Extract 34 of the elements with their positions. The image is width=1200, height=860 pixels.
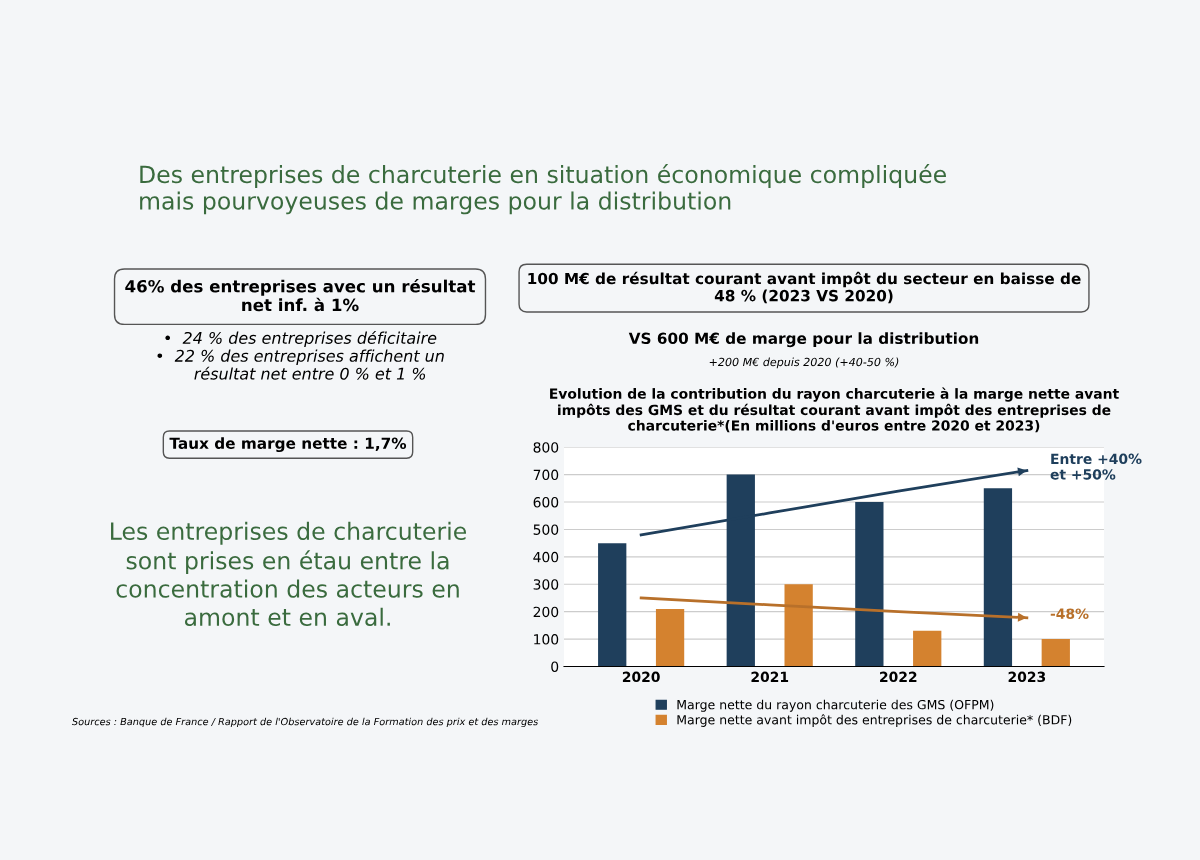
y-tick-label: 300 (533, 579, 559, 590)
bar (913, 630, 942, 667)
source-note: Sources : Banque de France / Rapport de l'Observatoire de la Formation des prix et des marges (72, 717, 539, 728)
bar (598, 543, 627, 667)
bar (784, 584, 813, 667)
annotation: Entre +40% et +50% (1050, 453, 1142, 480)
x-tick-label: 2022 (880, 671, 917, 683)
bar (983, 488, 1013, 667)
legend-label: Marge nette avant impôt des entreprises de charcuterie* (BDF) (677, 714, 1072, 727)
y-tick-label: 800 (533, 442, 559, 453)
bar (655, 608, 685, 667)
chart-title: Evolution de la contribution du rayon charcuterie à la marge nette avant impôts des GMS et du résultat courant avant impôt des entreprises de charcuterie*(En millions d'euros entre 2020 et 2023) (550, 387, 1119, 433)
bar (1041, 639, 1070, 667)
y-tick-label: 0 (551, 661, 559, 672)
y-tick-label: 100 (534, 634, 559, 645)
text: Taux de marge nette : 1,7% (169, 437, 407, 453)
y-tick-label: 700 (533, 469, 559, 481)
bar (855, 502, 884, 667)
x-tick-label: 2021 (751, 671, 789, 683)
text: VS 600 M€ de marge pour la distribution (628, 332, 979, 348)
text: Les entreprises de charcuterie sont prises en étau entre la concentration des acteurs en amont et en aval. (111, 521, 467, 627)
x-tick-label: 2023 (1008, 671, 1046, 683)
text: 46% des entreprises avec un résultat net inf. à 1% (125, 278, 476, 312)
text: +200 M€ depuis 2020 (+40-50 %) (709, 357, 899, 369)
text: Des entreprises de charcuterie en situation économique compliquée mais pourvoyeuses de marges pour la distribution (140, 164, 946, 215)
annotation: -48% (1050, 608, 1089, 619)
y-tick-label: 600 (533, 496, 559, 508)
legend-label: Marge nette du rayon charcuterie des GMS (OFPM) (677, 699, 994, 712)
y-tick-label: 400 (533, 551, 559, 563)
x-tick-label: 2020 (622, 671, 660, 683)
text: • 24 % des entreprises déficitaire • 22 % des entreprises affichent un résultat net entre 0 % et 1 % (157, 330, 444, 380)
y-tick-label: 500 (533, 524, 559, 535)
text: 100 M€ de résultat courant avant impôt du secteur en baisse de 48 % (2023 VS 2020) (528, 271, 1081, 304)
y-tick-label: 200 (533, 606, 559, 618)
